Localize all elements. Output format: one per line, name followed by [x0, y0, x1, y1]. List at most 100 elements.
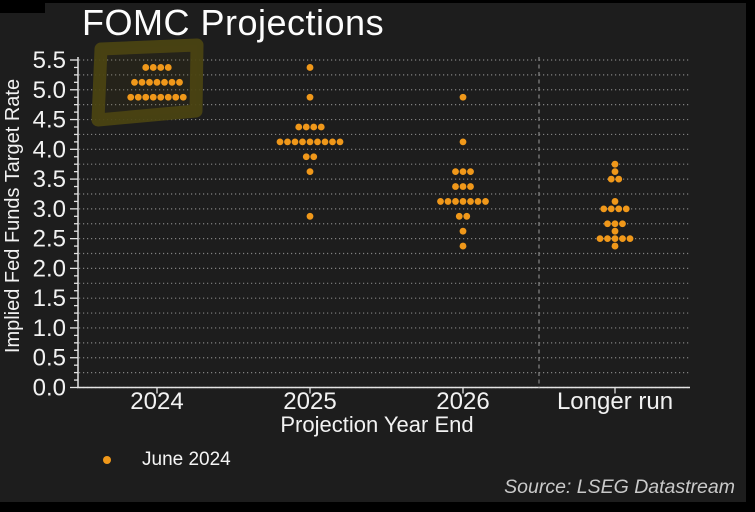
projection-dot — [437, 198, 444, 205]
projection-dot — [459, 183, 467, 190]
projection-dot — [284, 138, 291, 146]
projection-dot — [619, 235, 626, 243]
projection-dot — [310, 153, 318, 161]
source-credit: Source: LSEG Datastream — [504, 476, 735, 498]
projection-dot — [611, 160, 619, 168]
projection-dot — [131, 78, 138, 86]
y-tick-label: 0.0 — [33, 375, 66, 402]
y-tick-label: 4.0 — [33, 136, 66, 163]
projection-dot — [306, 168, 314, 176]
projection-dot — [459, 198, 467, 205]
projection-dot — [306, 64, 314, 71]
projection-dot — [596, 235, 604, 243]
x-tick-label: Longer run — [557, 388, 673, 415]
projection-dot — [291, 138, 299, 146]
projection-dot — [452, 183, 459, 190]
projection-dot — [615, 175, 623, 183]
projection-dot — [615, 205, 623, 213]
projection-dot — [164, 64, 172, 71]
projection-dot — [459, 93, 467, 101]
window-edge-right — [746, 0, 755, 512]
projection-dot — [149, 64, 157, 71]
projection-dot — [302, 153, 310, 161]
projection-dot — [619, 220, 626, 228]
projection-dot — [336, 138, 344, 146]
projection-dot — [127, 93, 135, 101]
y-tick-label: 5.5 — [33, 47, 66, 74]
projection-dot — [134, 93, 142, 101]
y-tick-label: 2.5 — [33, 226, 66, 253]
projection-dot — [611, 242, 619, 250]
projection-dot — [452, 198, 459, 205]
projection-dot — [329, 138, 336, 146]
projection-dot — [459, 138, 467, 146]
projection-dot — [317, 123, 325, 131]
projection-dot — [176, 78, 183, 86]
projection-dot — [146, 78, 153, 86]
projection-dot — [164, 93, 172, 101]
x-tick-label: 2025 — [283, 388, 336, 415]
projection-dot — [161, 78, 168, 86]
projection-dot — [459, 242, 467, 250]
projection-dot — [482, 198, 489, 205]
projection-dot — [467, 168, 474, 176]
y-tick-label: 5.0 — [33, 77, 66, 104]
projection-dot — [607, 205, 615, 213]
projection-dot — [295, 123, 303, 131]
projection-dot — [168, 78, 176, 86]
x-tick-label: 2024 — [130, 388, 183, 415]
projection-dot — [459, 227, 467, 235]
projection-dot — [622, 205, 630, 213]
legend-dot-marker-icon — [103, 456, 111, 464]
legend: June 2024 — [103, 449, 231, 471]
projection-dot — [467, 198, 474, 205]
projection-dot — [142, 93, 150, 101]
projection-dot — [153, 78, 161, 86]
projection-dot — [452, 168, 459, 176]
projection-dot — [179, 93, 187, 101]
y-tick-label: 1.5 — [33, 285, 66, 312]
chart-title: FOMC Projections — [82, 2, 385, 43]
projection-dot — [459, 168, 467, 176]
projection-dot — [600, 205, 608, 213]
projection-dot — [310, 123, 318, 131]
projection-dot — [607, 175, 615, 183]
projection-dot — [306, 93, 314, 101]
x-axis-title: Projection Year End — [280, 412, 474, 437]
projection-dot — [299, 138, 306, 146]
projection-dot — [149, 93, 157, 101]
projection-dot — [306, 212, 314, 220]
projection-dot — [157, 93, 165, 101]
projection-dot — [611, 227, 619, 235]
projection-dot — [157, 64, 165, 71]
y-tick-label: 1.0 — [33, 315, 66, 342]
projection-dot — [276, 138, 284, 146]
projection-dot — [321, 138, 329, 146]
y-tick-label: 3.5 — [33, 166, 66, 193]
window-edge-corner — [0, 0, 45, 13]
y-tick-label: 0.5 — [33, 345, 66, 372]
projection-dot — [604, 235, 611, 243]
y-tick-label: 4.5 — [33, 107, 66, 134]
projection-dot — [142, 64, 150, 71]
projection-dot — [626, 235, 634, 243]
legend-series-label: June 2024 — [142, 449, 231, 470]
projection-dot — [467, 183, 474, 190]
projection-dot — [474, 198, 482, 205]
projection-dot — [604, 220, 611, 228]
y-tick-label: 3.0 — [33, 196, 66, 223]
x-tick-label: 2026 — [436, 388, 489, 415]
window-edge-top — [0, 0, 755, 3]
projection-dot — [444, 198, 452, 205]
projection-dot — [172, 93, 180, 101]
projection-dot — [463, 212, 471, 220]
projection-dot — [302, 123, 310, 131]
projection-dot — [611, 220, 619, 228]
projection-dot — [611, 198, 619, 205]
projection-dot — [138, 78, 146, 86]
projection-dot — [314, 138, 321, 146]
projection-dot — [611, 235, 619, 243]
y-tick-label: 2.0 — [33, 255, 66, 282]
